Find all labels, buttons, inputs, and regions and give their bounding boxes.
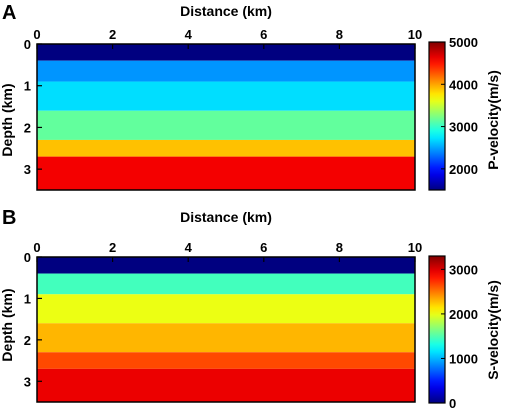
colorbar-tick-label-b: 1000 <box>449 351 478 366</box>
heatmap-a <box>37 44 415 190</box>
x-tick-label-b: 6 <box>260 240 267 255</box>
heatmap-b <box>37 257 415 402</box>
colorbar-tick-label-b: 3000 <box>449 262 478 277</box>
velocity-layer-b-5 <box>37 352 415 369</box>
y-tick-label-a: 0 <box>24 37 31 52</box>
colorbar-label-b: S-velocity(m/s) <box>485 280 501 380</box>
x-axis-title-b: Distance (km) <box>180 209 272 225</box>
colorbar-b <box>428 255 446 404</box>
velocity-layer-a-1 <box>37 44 415 61</box>
velocity-layer-a-6 <box>37 156 415 190</box>
x-tick-label-a: 8 <box>336 27 343 42</box>
y-tick-label-a: 2 <box>24 120 31 135</box>
velocity-layer-b-6 <box>37 368 415 402</box>
y-tick-label-b: 1 <box>24 291 31 306</box>
velocity-layer-a-4 <box>37 110 415 140</box>
colorbar-tick-label-b: 2000 <box>449 307 478 322</box>
y-tick-label-b: 2 <box>24 333 31 348</box>
panel-letter-b: B <box>2 207 16 229</box>
x-tick-label-a: 4 <box>185 27 193 42</box>
y-axis-title-a: Depth (km) <box>0 83 15 156</box>
y-tick-label-a: 1 <box>24 79 31 94</box>
x-axis-title-a: Distance (km) <box>180 3 272 19</box>
y-axis-title-b: Depth (km) <box>0 288 15 361</box>
colorbar-a <box>428 41 446 191</box>
x-tick-label-a: 10 <box>408 27 422 42</box>
colorbar-tick-label-a: 5000 <box>449 35 478 50</box>
velocity-layer-a-5 <box>37 139 415 157</box>
velocity-plot-b: 0 2 4 6 8 10 0 1 2 3 0 1000 2000 3000 <box>24 240 478 410</box>
x-tick-label-a: 6 <box>260 27 267 42</box>
colorbar-tick-label-a: 4000 <box>449 77 478 92</box>
colorbar-tick-label-a: 2000 <box>449 162 478 177</box>
axes-frame-a <box>36 43 416 191</box>
colorbar-label-a: P-velocity(m/s) <box>485 70 501 170</box>
y-tick-label-b: 0 <box>24 250 31 265</box>
x-tick-label-b: 4 <box>185 240 193 255</box>
y-tick-label-a: 3 <box>24 162 31 177</box>
velocity-plot-a: 0 2 4 6 8 10 0 1 2 3 2000 3000 4000 5000 <box>24 27 478 191</box>
velocity-layer-b-4 <box>37 323 415 353</box>
velocity-layer-b-1 <box>37 257 415 274</box>
y-tick-label-b: 3 <box>24 374 31 389</box>
x-tick-label-b: 0 <box>33 240 40 255</box>
colorbar-tick-label-a: 3000 <box>449 120 478 135</box>
velocity-layer-b-3 <box>37 294 415 324</box>
velocity-layer-b-2 <box>37 273 415 295</box>
x-tick-label-a: 2 <box>109 27 116 42</box>
x-tick-label-a: 0 <box>33 27 40 42</box>
velocity-layer-a-2 <box>37 60 415 82</box>
axes-frame-b <box>36 256 416 403</box>
x-tick-label-b: 10 <box>408 240 422 255</box>
panel-letter-a: A <box>2 2 16 24</box>
colorbar-tick-label-b: 0 <box>449 396 456 410</box>
x-tick-label-b: 8 <box>336 240 343 255</box>
velocity-layer-a-3 <box>37 81 415 111</box>
x-tick-label-b: 2 <box>109 240 116 255</box>
